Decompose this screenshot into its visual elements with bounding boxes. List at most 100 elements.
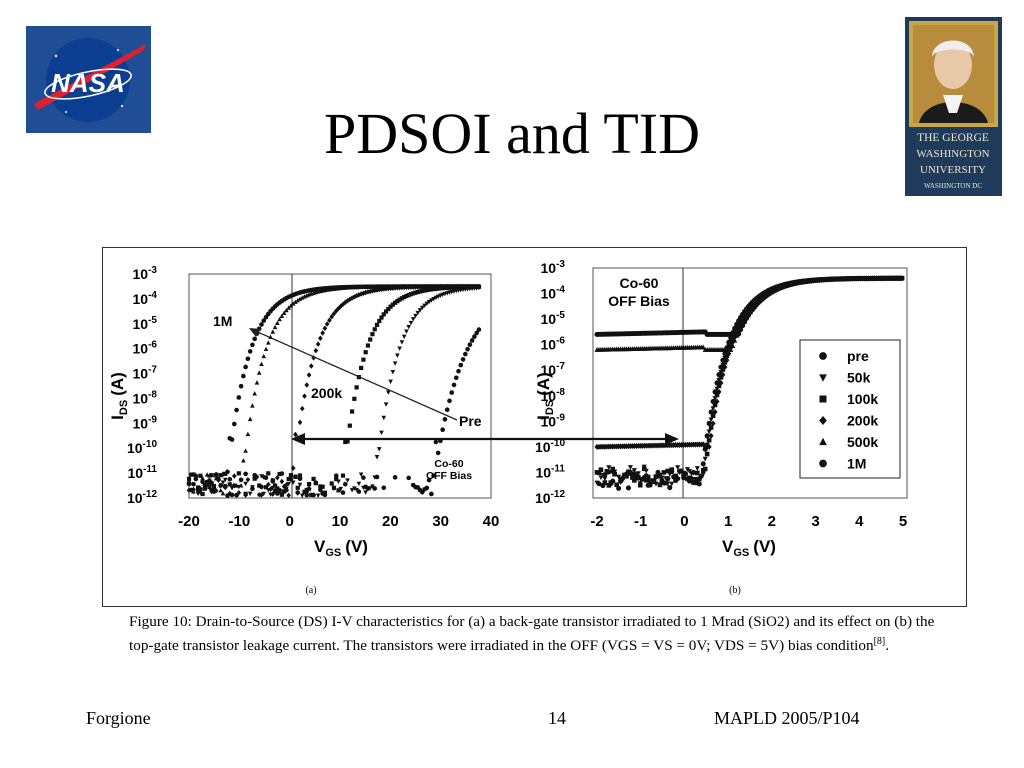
panel-a-data-point xyxy=(463,284,468,290)
panel-a-data-point xyxy=(288,473,294,478)
panel-a-data-point xyxy=(265,340,271,345)
panel-a-data-point xyxy=(315,493,321,498)
panel-a-data-point xyxy=(374,474,380,480)
panel-b-data-point xyxy=(730,343,736,348)
panel-a-data-point xyxy=(313,347,319,354)
panel-a-data-point xyxy=(198,473,203,478)
panel-a-data-point xyxy=(386,306,391,312)
panel-a-data-point xyxy=(429,287,434,292)
panel-a-data-point xyxy=(186,481,192,487)
caption-text: Figure 10: Drain-to-Source (DS) I-V char… xyxy=(129,613,935,655)
panel-a-data-point xyxy=(209,488,214,493)
panel-a-arrow-head xyxy=(249,328,261,337)
panel-a-data-point xyxy=(245,476,251,483)
panel-a-data-point xyxy=(295,485,300,490)
panel-a-data-point xyxy=(284,487,289,493)
panel-a-data-point xyxy=(424,301,430,307)
panel-a-data-point xyxy=(336,488,341,493)
panel-a-data-point xyxy=(331,310,337,317)
panel-b-data-point xyxy=(693,480,698,486)
panel-a-data-point xyxy=(247,416,253,422)
panel-a-data-point xyxy=(311,476,316,482)
panel-a-data-point xyxy=(216,476,221,482)
panel-a-data-point xyxy=(191,472,196,477)
panel-a-data-point xyxy=(250,342,255,348)
panel-a-data-point xyxy=(265,488,271,493)
panel-a-data-point xyxy=(456,368,461,374)
panel-a-data-point xyxy=(266,471,271,476)
panel-a-data-point xyxy=(354,385,359,390)
x-tick-label: -20 xyxy=(178,513,200,530)
panel-a-data-point xyxy=(272,488,278,494)
panel-a-data-point xyxy=(397,297,402,302)
y-tick-label: 10-5 xyxy=(541,310,566,327)
panel-b-data-point xyxy=(696,481,702,487)
gwu-line-3: UNIVERSITY xyxy=(920,164,986,176)
panel-a-data-point xyxy=(297,476,303,482)
panel-b-data-point xyxy=(899,275,905,281)
panel-a-data-point xyxy=(347,423,352,428)
panel-a-data-point xyxy=(279,471,285,476)
panel-a-data-point xyxy=(270,329,276,334)
panel-a-data-point xyxy=(417,289,423,294)
panel-b-data-point xyxy=(714,392,720,398)
panel-a-data-point xyxy=(295,297,301,303)
panel-a-data-point xyxy=(272,324,278,330)
panel-a-data-point xyxy=(472,334,477,339)
panel-a-data-point xyxy=(290,465,296,471)
panel-a-data-point xyxy=(363,490,368,495)
panel-a-data-point xyxy=(257,483,262,488)
panel-a-data-point xyxy=(372,287,378,294)
panel-b-data-point xyxy=(594,480,600,486)
panel-a-data-point xyxy=(442,285,448,291)
panel-b-data-point xyxy=(700,441,706,448)
panel-a-data-point xyxy=(449,390,455,395)
panel-b-data-point xyxy=(708,409,714,415)
panel-b-data-point xyxy=(695,470,700,476)
x-tick-label: 2 xyxy=(768,513,776,530)
panel-a-data-point xyxy=(218,483,224,488)
panel-b-data-point xyxy=(600,472,606,478)
x-tick-label: -2 xyxy=(590,513,603,530)
panel-b-legend-marker xyxy=(819,395,827,403)
y-tick-label: 10-9 xyxy=(541,412,566,429)
gwu-line-4: WASHINGTON DC xyxy=(924,182,982,190)
panel-a-data-point xyxy=(422,303,427,309)
panel-a-data-point xyxy=(338,486,344,492)
panel-a-data-point xyxy=(261,318,267,323)
panel-a-data-point xyxy=(236,395,242,400)
panel-a-data-point xyxy=(431,286,436,292)
panel-a-data-point xyxy=(200,491,205,497)
panel-a-data-point xyxy=(227,490,233,497)
panel-b-data-point xyxy=(639,476,645,482)
panel-a-data-point xyxy=(435,450,441,456)
panel-a-data-point xyxy=(476,327,482,332)
panel-a-data-point xyxy=(222,477,228,483)
panel-b-data-point xyxy=(608,480,614,485)
panel-b-legend-marker xyxy=(819,437,827,446)
panel-a-data-point xyxy=(413,313,418,319)
panel-a-data-point xyxy=(408,320,414,326)
panel-a-data-point xyxy=(431,473,436,478)
panel-a-data-point xyxy=(293,474,298,479)
panel-a-xlabel: VGS (V) xyxy=(314,537,368,559)
panel-a-data-point xyxy=(433,439,439,445)
panel-a-data-point xyxy=(368,337,373,342)
nasa-logo-text: NASA xyxy=(51,68,125,98)
panel-b-data-point xyxy=(657,472,663,478)
panel-b-legend-label: 100k xyxy=(847,391,878,407)
gwu-logo: THE GEORGE WASHINGTON UNIVERSITY WASHING… xyxy=(905,17,1002,196)
y-tick-label: 10-5 xyxy=(133,315,158,332)
panel-a-data-point xyxy=(342,481,348,487)
panel-a-data-point xyxy=(205,479,210,485)
panel-a-data-point xyxy=(279,478,285,485)
panel-a-data-point xyxy=(410,284,416,290)
panel-b-data-point xyxy=(614,482,619,488)
panel-b-data-point xyxy=(722,360,728,365)
panel-a-data-point xyxy=(263,485,269,490)
panel-a-data-point xyxy=(202,482,208,488)
x-tick-label: 5 xyxy=(899,513,907,530)
panel-b-data-point xyxy=(710,420,716,427)
panel-a-data-point xyxy=(320,484,325,489)
panel-a-data-point xyxy=(299,295,305,300)
